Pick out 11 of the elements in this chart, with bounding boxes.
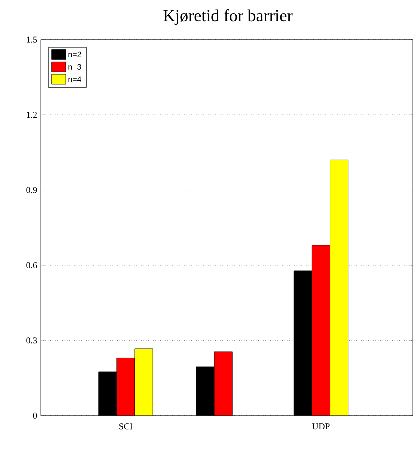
y-tick-label: 0	[33, 412, 38, 419]
bar	[330, 160, 349, 416]
y-tick-label: 1.5	[27, 36, 38, 43]
y-tick-label: 1.2	[27, 112, 37, 118]
y-tick-label: 0.9	[26, 187, 38, 194]
x-tick-label: SCI	[120, 424, 133, 430]
x-tick-label: UDP	[312, 424, 330, 430]
chart-title: Kjøretid for barrier	[164, 10, 293, 26]
y-tick-label: 0.3	[26, 338, 38, 344]
y-tick-label: 0.6	[26, 262, 38, 269]
bar	[134, 348, 154, 416]
